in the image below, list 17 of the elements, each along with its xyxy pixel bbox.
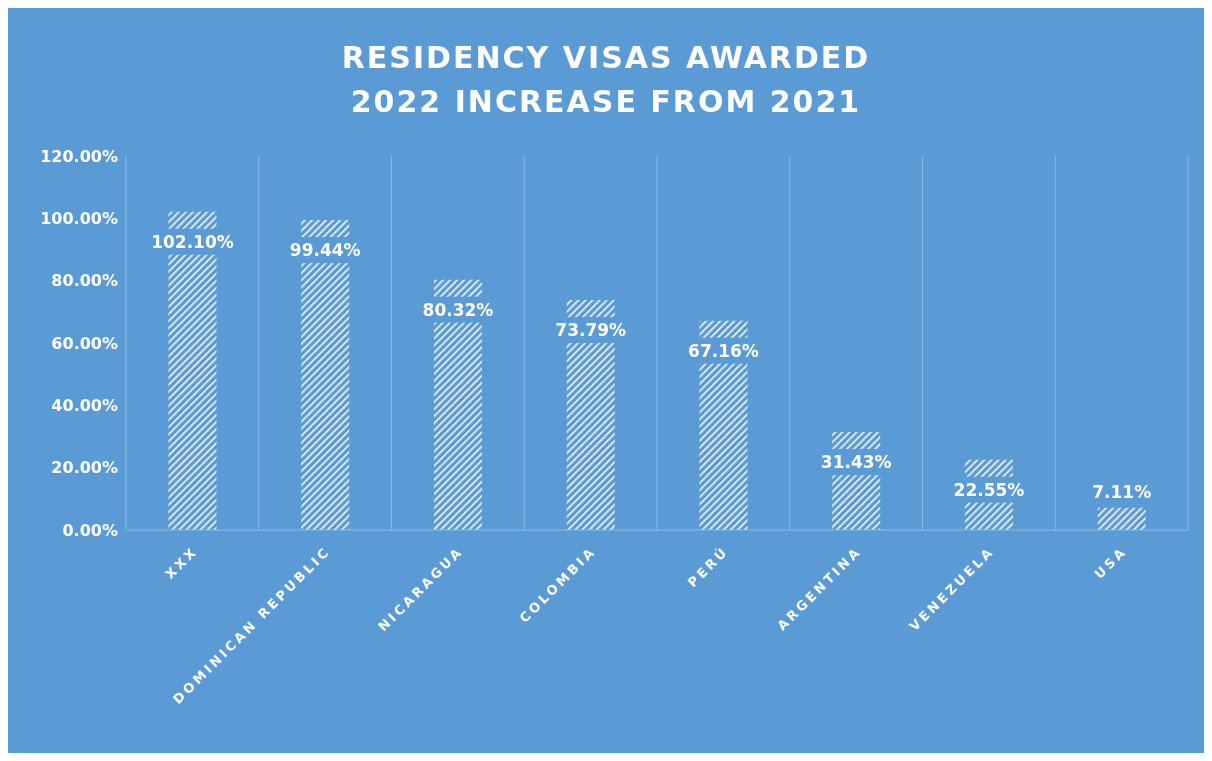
- chart-title: RESIDENCY VISAS AWARDED 2022 INCREASE FROM 2021: [340, 39, 872, 120]
- data-label: 80.32%: [422, 299, 494, 320]
- data-label: 102.10%: [151, 231, 234, 252]
- y-tick-label: 20.00%: [51, 458, 118, 478]
- data-label: 67.16%: [688, 340, 759, 361]
- data-label: 73.79%: [555, 320, 627, 341]
- y-tick-label: 120.00%: [40, 146, 118, 166]
- data-label: 7.11%: [1092, 481, 1152, 502]
- data-label: 22.55%: [953, 479, 1025, 500]
- y-tick-label: 40.00%: [51, 396, 118, 416]
- data-label: 99.44%: [289, 240, 361, 261]
- y-tick-label: 0.00%: [62, 520, 118, 540]
- y-tick-label: 100.00%: [40, 209, 118, 229]
- bar: [1097, 507, 1146, 530]
- data-label: 31.43%: [820, 452, 892, 473]
- y-tick-label: 80.00%: [51, 271, 118, 291]
- y-tick-label: 60.00%: [51, 333, 118, 353]
